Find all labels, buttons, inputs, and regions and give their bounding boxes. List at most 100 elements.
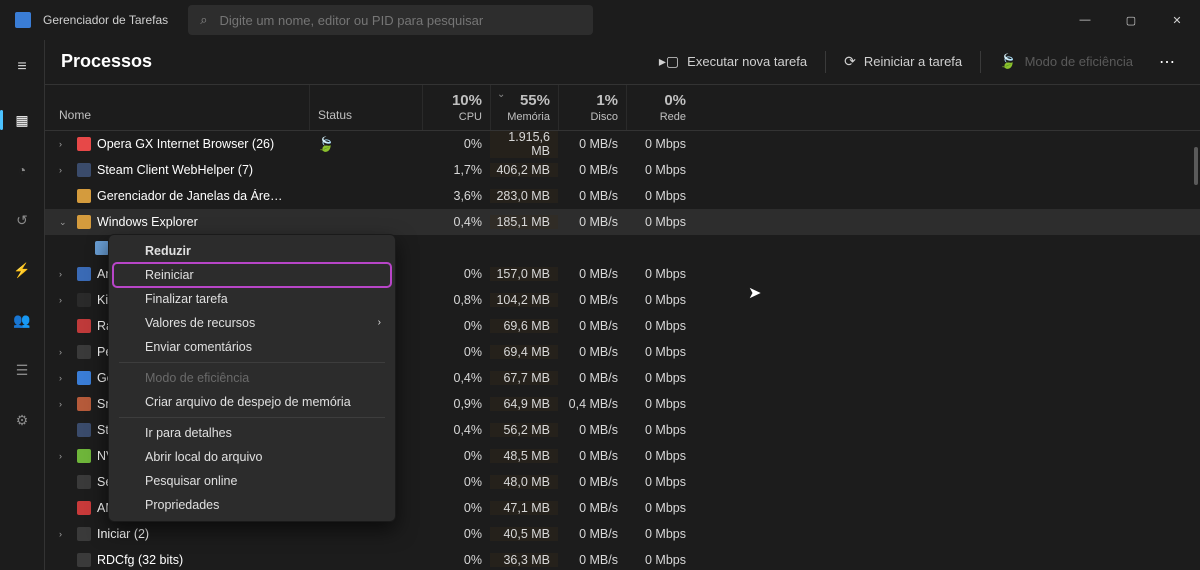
menu-divider [119, 417, 385, 418]
cpu-cell: 0% [422, 553, 490, 567]
sidebar-history-icon[interactable]: ↺ [8, 206, 36, 234]
menu-item[interactable]: Criar arquivo de despejo de memória [113, 390, 391, 414]
network-cell: 0 Mbps [626, 423, 694, 437]
memory-cell: 48,5 MB [490, 449, 558, 463]
network-cell: 0 Mbps [626, 475, 694, 489]
network-cell: 0 Mbps [626, 137, 694, 151]
menu-item[interactable]: Valores de recursos› [113, 311, 391, 335]
new-task-label: Executar nova tarefa [687, 54, 807, 69]
disk-cell: 0 MB/s [558, 137, 626, 151]
scrollbar-thumb[interactable] [1194, 147, 1198, 185]
separator [825, 51, 826, 73]
process-icon [77, 137, 91, 151]
expand-icon[interactable]: › [59, 139, 71, 149]
expand-icon[interactable]: › [59, 399, 71, 409]
cpu-cell: 0% [422, 267, 490, 281]
menu-item[interactable]: Propriedades [113, 493, 391, 517]
expand-icon[interactable]: › [59, 451, 71, 461]
expand-icon[interactable]: › [59, 295, 71, 305]
sidebar-details-icon[interactable]: ☰ [8, 356, 36, 384]
cpu-cell: 0% [422, 475, 490, 489]
maximize-button[interactable]: ▢ [1108, 0, 1154, 40]
page-title: Processos [61, 51, 152, 72]
network-cell: 0 Mbps [626, 345, 694, 359]
process-icon [77, 449, 91, 463]
memory-cell: 104,2 MB [490, 293, 558, 307]
memory-cell: 67,7 MB [490, 371, 558, 385]
cpu-cell: 0% [422, 449, 490, 463]
expand-icon[interactable]: › [59, 269, 71, 279]
menu-item[interactable]: Ir para detalhes [113, 421, 391, 445]
menu-item: Modo de eficiência [113, 366, 391, 390]
process-row[interactable]: ›Iniciar (2)0%40,5 MB0 MB/s0 Mbps [45, 521, 1200, 547]
efficiency-leaf-icon: 🍃 [317, 136, 334, 153]
disk-cell: 0 MB/s [558, 527, 626, 541]
process-icon [77, 215, 91, 229]
menu-item[interactable]: Reiniciar [113, 263, 391, 287]
process-icon [77, 345, 91, 359]
disk-cell: 0 MB/s [558, 449, 626, 463]
search-input[interactable] [219, 13, 581, 28]
sidebar-performance-icon[interactable]: ◔ [8, 156, 36, 184]
memory-cell: 185,1 MB [490, 215, 558, 229]
network-cell: 0 Mbps [626, 319, 694, 333]
process-name-cell: ›Iniciar (2) [45, 527, 309, 541]
close-button[interactable]: ✕ [1154, 0, 1200, 40]
col-network[interactable]: 0%Rede [626, 85, 694, 131]
menu-toggle-icon[interactable]: ≡ [17, 58, 26, 76]
cpu-cell: 0,4% [422, 215, 490, 229]
sort-indicator-icon: ⌄ [497, 89, 505, 100]
sidebar-services-icon[interactable]: ⚙ [8, 406, 36, 434]
restart-task-label: Reiniciar a tarefa [864, 54, 962, 69]
sidebar-processes-icon[interactable]: ▦ [8, 106, 36, 134]
col-status[interactable]: Status [309, 85, 422, 131]
network-cell: 0 Mbps [626, 553, 694, 567]
menu-item[interactable]: Reduzir [113, 239, 391, 263]
process-name: Ki [97, 293, 108, 307]
restart-icon: ⟳ [844, 53, 856, 70]
process-icon [77, 163, 91, 177]
col-cpu[interactable]: 10%CPU [422, 85, 490, 131]
col-disk[interactable]: 1%Disco [558, 85, 626, 131]
memory-cell: 406,2 MB [490, 163, 558, 177]
sidebar-startup-icon[interactable]: ⚡ [8, 256, 36, 284]
col-name[interactable]: Nome [45, 85, 309, 131]
disk-cell: 0 MB/s [558, 215, 626, 229]
process-row[interactable]: Gerenciador de Janelas da Áre…3,6%283,0 … [45, 183, 1200, 209]
search-box[interactable]: ⌕ [188, 5, 593, 35]
search-icon: ⌕ [200, 12, 207, 28]
process-row[interactable]: ⌄Windows Explorer0,4%185,1 MB0 MB/s0 Mbp… [45, 209, 1200, 235]
process-row[interactable]: RDCfg (32 bits)0%36,3 MB0 MB/s0 Mbps [45, 547, 1200, 570]
menu-item[interactable]: Enviar comentários [113, 335, 391, 359]
expand-icon[interactable]: › [59, 347, 71, 357]
network-cell: 0 Mbps [626, 189, 694, 203]
memory-cell: 56,2 MB [490, 423, 558, 437]
disk-cell: 0 MB/s [558, 475, 626, 489]
table-header: Nome Status 10%CPU ⌄ 55%Memória 1%Disco … [45, 85, 1200, 132]
disk-cell: 0 MB/s [558, 293, 626, 307]
menu-divider [119, 362, 385, 363]
process-icon [77, 501, 91, 515]
col-memory[interactable]: ⌄ 55%Memória [490, 85, 558, 131]
disk-cell: 0 MB/s [558, 319, 626, 333]
process-row[interactable]: ›Opera GX Internet Browser (26)🍃0%1.915,… [45, 131, 1200, 157]
memory-cell: 64,9 MB [490, 397, 558, 411]
expand-icon[interactable]: › [59, 373, 71, 383]
disk-cell: 0 MB/s [558, 501, 626, 515]
menu-item[interactable]: Finalizar tarefa [113, 287, 391, 311]
more-button[interactable]: ⋯ [1151, 48, 1184, 76]
process-row[interactable]: ›Steam Client WebHelper (7)1,7%406,2 MB0… [45, 157, 1200, 183]
restart-task-button[interactable]: ⟳ Reiniciar a tarefa [834, 47, 972, 76]
expand-icon[interactable]: ⌄ [59, 217, 71, 228]
sidebar-users-icon[interactable]: 👥 [8, 306, 36, 334]
minimize-button[interactable]: — [1062, 0, 1108, 40]
process-name-cell: ›Opera GX Internet Browser (26) [45, 137, 309, 151]
network-cell: 0 Mbps [626, 397, 694, 411]
process-icon [77, 423, 91, 437]
expand-icon[interactable]: › [59, 165, 71, 175]
expand-icon[interactable]: › [59, 529, 71, 539]
menu-item[interactable]: Pesquisar online [113, 469, 391, 493]
memory-cell: 47,1 MB [490, 501, 558, 515]
menu-item[interactable]: Abrir local do arquivo [113, 445, 391, 469]
new-task-button[interactable]: ▸▢ Executar nova tarefa [649, 47, 817, 76]
